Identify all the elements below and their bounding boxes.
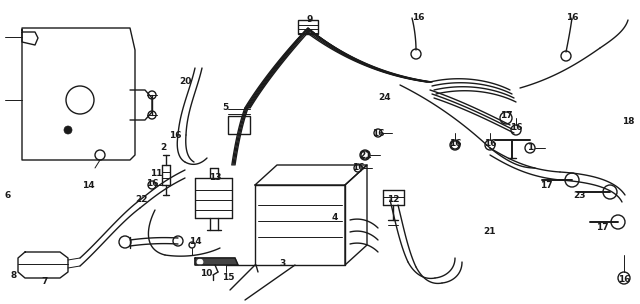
Text: 5: 5	[222, 103, 228, 112]
Text: 16: 16	[412, 13, 424, 22]
Text: 9: 9	[307, 16, 313, 25]
Text: 14: 14	[189, 237, 202, 247]
Text: 6: 6	[5, 191, 11, 199]
Bar	[228, 116, 250, 134]
Text: 16: 16	[566, 13, 579, 22]
Text: 14: 14	[82, 181, 94, 189]
Text: 16: 16	[449, 139, 461, 147]
Text: 17: 17	[540, 181, 552, 189]
Text: 17: 17	[596, 223, 608, 233]
Polygon shape	[195, 258, 238, 265]
Text: 2: 2	[160, 143, 166, 153]
Text: 22: 22	[136, 195, 148, 205]
Text: 1: 1	[527, 143, 533, 151]
Text: 15: 15	[221, 274, 234, 282]
Text: 21: 21	[484, 227, 496, 237]
Text: 24: 24	[379, 94, 391, 102]
Text: 16: 16	[509, 123, 522, 133]
Text: 16: 16	[372, 129, 384, 137]
Text: 12: 12	[387, 195, 399, 205]
Bar	[298, 20, 318, 34]
Text: 21: 21	[359, 150, 371, 160]
Text: 16: 16	[618, 275, 630, 285]
Text: 16: 16	[484, 139, 496, 147]
Text: 7: 7	[42, 278, 48, 286]
Circle shape	[64, 126, 72, 134]
Text: 3: 3	[280, 258, 286, 268]
Text: 13: 13	[209, 174, 221, 182]
Text: 16: 16	[146, 179, 158, 188]
Text: 23: 23	[573, 191, 586, 199]
Text: 16: 16	[169, 130, 181, 140]
Text: 4: 4	[332, 213, 338, 223]
Text: 8: 8	[11, 271, 17, 279]
Text: 17: 17	[500, 112, 512, 120]
Text: 20: 20	[179, 78, 191, 87]
Text: 18: 18	[621, 118, 634, 126]
Text: 10: 10	[200, 270, 212, 278]
Text: 11: 11	[150, 168, 163, 178]
Circle shape	[197, 259, 203, 265]
Text: 16: 16	[352, 164, 364, 172]
